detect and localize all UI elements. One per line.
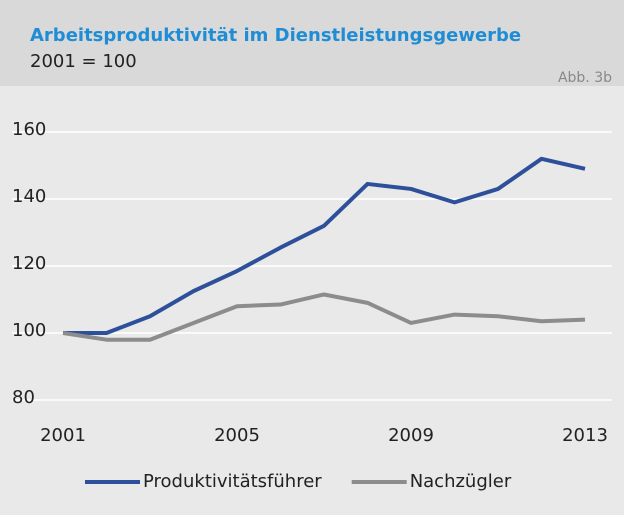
y-tick-label: 100 (12, 320, 46, 341)
y-tick-label: 140 (12, 186, 46, 207)
y-tick-label: 80 (12, 387, 35, 408)
header (0, 0, 624, 86)
chart-title: Arbeitsproduktivität im Dienstleistungsg… (30, 25, 521, 46)
series-line (63, 156, 586, 335)
x-tick-label: 2013 (562, 425, 608, 446)
chart-subtitle: 2001 = 100 (30, 51, 137, 72)
series-line (62, 292, 586, 342)
figure-label: Abb. 3b (558, 70, 612, 86)
y-tick-label: 160 (12, 119, 46, 140)
legend-label: Nachzügler (410, 471, 512, 492)
x-tick-label: 2009 (388, 425, 434, 446)
y-tick-label: 120 (12, 253, 46, 274)
x-tick-label: 2001 (40, 425, 86, 446)
x-tick-label: 2005 (214, 425, 260, 446)
legend-label: Produktivitätsführer (143, 471, 322, 492)
